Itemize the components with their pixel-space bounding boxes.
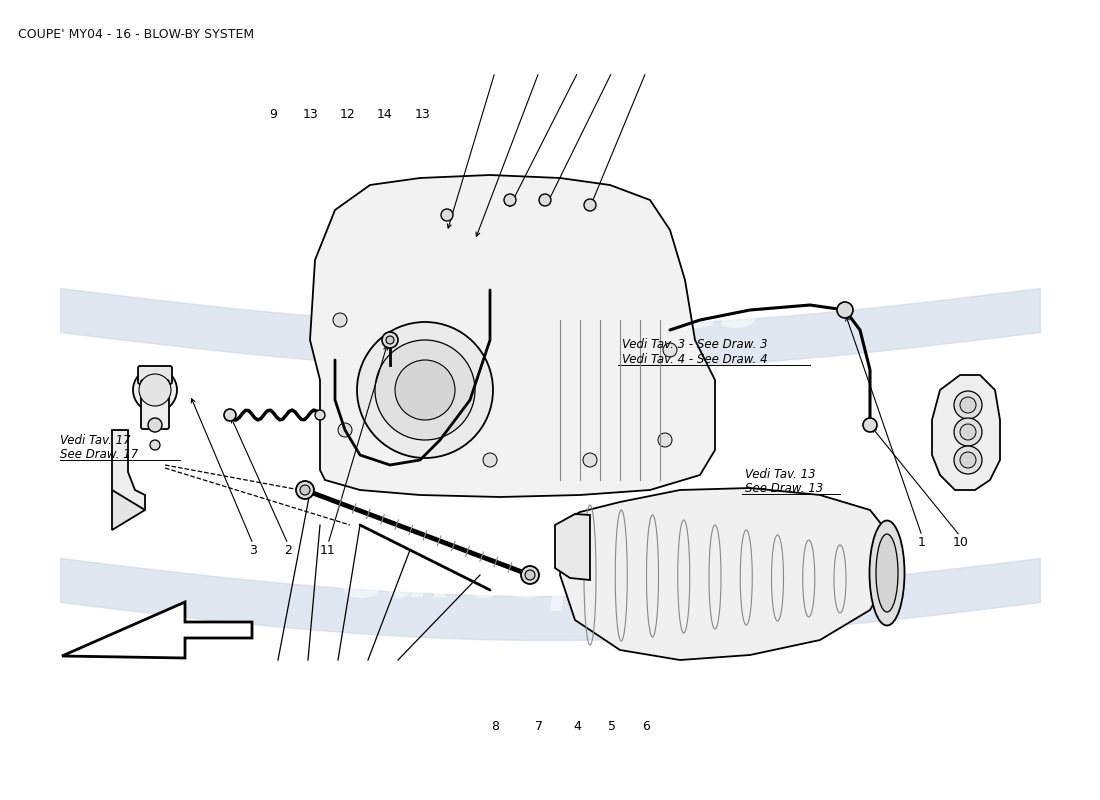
Text: Vedi Tav. 3 - See Draw. 3: Vedi Tav. 3 - See Draw. 3 [621, 338, 768, 351]
Circle shape [954, 446, 982, 474]
Text: Vedi Tav. 17: Vedi Tav. 17 [60, 434, 131, 447]
Polygon shape [560, 488, 890, 660]
Polygon shape [112, 430, 145, 510]
Text: 9: 9 [268, 108, 277, 121]
Text: 2: 2 [284, 544, 293, 557]
Polygon shape [310, 175, 715, 497]
Text: Vedi Tav. 13: Vedi Tav. 13 [745, 468, 815, 481]
Text: 1: 1 [917, 536, 926, 549]
Text: 11: 11 [320, 544, 336, 557]
Circle shape [148, 418, 162, 432]
Circle shape [375, 340, 475, 440]
Ellipse shape [869, 521, 904, 626]
Circle shape [224, 409, 236, 421]
Circle shape [483, 453, 497, 467]
Circle shape [539, 194, 551, 206]
Circle shape [954, 418, 982, 446]
Polygon shape [556, 514, 590, 580]
Circle shape [504, 194, 516, 206]
Circle shape [960, 452, 976, 468]
Circle shape [315, 410, 324, 420]
Circle shape [521, 566, 539, 584]
Circle shape [333, 313, 346, 327]
Text: 13: 13 [415, 108, 430, 121]
Text: 5: 5 [607, 720, 616, 733]
Text: Vedi Tav. 4 - See Draw. 4: Vedi Tav. 4 - See Draw. 4 [621, 353, 768, 366]
Circle shape [300, 485, 310, 495]
Circle shape [441, 209, 453, 221]
Circle shape [960, 424, 976, 440]
Text: 13: 13 [302, 108, 318, 121]
Circle shape [150, 440, 160, 450]
Text: 8: 8 [491, 720, 499, 733]
Text: 6: 6 [641, 720, 650, 733]
Text: 12: 12 [340, 108, 355, 121]
Circle shape [395, 360, 455, 420]
Circle shape [382, 332, 398, 348]
Circle shape [525, 570, 535, 580]
FancyBboxPatch shape [138, 366, 172, 384]
Text: 4: 4 [573, 720, 582, 733]
Text: 3: 3 [249, 544, 257, 557]
Circle shape [583, 453, 597, 467]
Circle shape [960, 397, 976, 413]
Text: See Draw. 13: See Draw. 13 [745, 482, 823, 495]
Text: See Draw. 17: See Draw. 17 [60, 448, 139, 461]
Polygon shape [932, 375, 1000, 490]
Circle shape [358, 322, 493, 458]
Text: 7: 7 [535, 720, 543, 733]
Circle shape [954, 391, 982, 419]
Circle shape [296, 481, 314, 499]
Circle shape [386, 336, 394, 344]
Text: 14: 14 [377, 108, 393, 121]
Text: COUPE' MY04 - 16 - BLOW-BY SYSTEM: COUPE' MY04 - 16 - BLOW-BY SYSTEM [18, 28, 254, 41]
Ellipse shape [876, 534, 898, 612]
Circle shape [133, 368, 177, 412]
Circle shape [658, 433, 672, 447]
Circle shape [663, 343, 676, 357]
Text: 10: 10 [953, 536, 968, 549]
Text: eurospares: eurospares [339, 275, 761, 341]
Circle shape [584, 199, 596, 211]
Circle shape [139, 374, 170, 406]
Polygon shape [62, 602, 252, 658]
Circle shape [338, 423, 352, 437]
Text: eurospares: eurospares [339, 545, 761, 611]
FancyBboxPatch shape [141, 380, 169, 429]
Polygon shape [112, 490, 145, 530]
Circle shape [837, 302, 852, 318]
Circle shape [864, 418, 877, 432]
